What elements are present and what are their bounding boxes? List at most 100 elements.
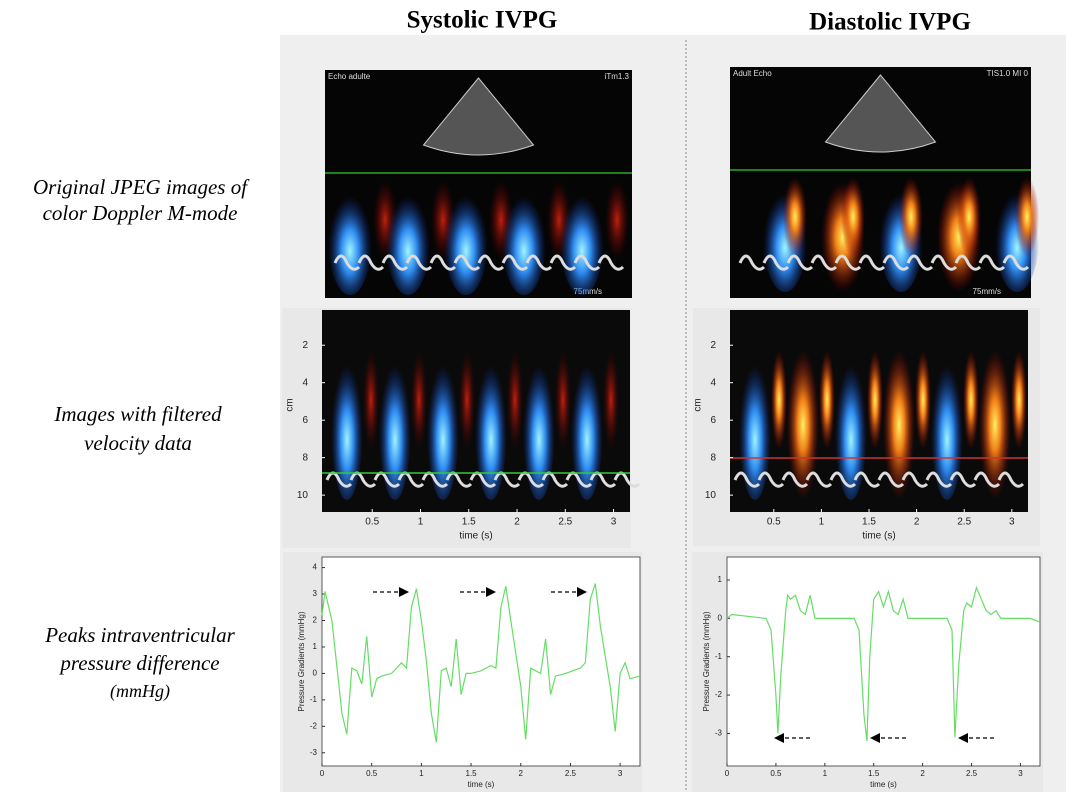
x-tick-label: 0 xyxy=(320,769,325,778)
wall-echo xyxy=(949,471,977,488)
y-axis-label: Pressure Gradients (mmHg) xyxy=(702,611,711,711)
wall-echo xyxy=(525,254,553,271)
wall-echo xyxy=(738,254,766,271)
y-tick-label: -1 xyxy=(310,695,318,704)
wall-echo xyxy=(397,471,425,488)
wall-echo xyxy=(477,254,505,271)
doppler-blob xyxy=(328,185,372,295)
wall-echo xyxy=(501,254,529,271)
wall-echo xyxy=(901,471,929,488)
echo-label: Echo adulte xyxy=(328,72,371,81)
wall-echo xyxy=(853,471,881,488)
y-tick-label: 6 xyxy=(302,415,308,426)
x-tick-label: 0.5 xyxy=(767,517,781,528)
wall-echo xyxy=(906,254,934,271)
row-label: velocity data xyxy=(84,431,192,455)
doppler-blob xyxy=(571,350,603,500)
x-tick-label: 1 xyxy=(418,517,424,528)
wall-echo xyxy=(333,254,361,271)
x-tick-label: 0.5 xyxy=(770,769,782,778)
x-tick-label: 2 xyxy=(514,517,520,528)
wall-echo xyxy=(762,254,790,271)
wall-echo xyxy=(325,471,353,488)
wall-echo xyxy=(597,254,625,271)
y-tick-label: -3 xyxy=(715,729,723,738)
doppler-blob xyxy=(560,185,604,295)
echo-sector xyxy=(422,77,535,156)
doppler-blob xyxy=(411,350,427,450)
y-tick-label: 10 xyxy=(705,490,717,501)
y-tick-label: 1 xyxy=(313,642,318,651)
wall-echo xyxy=(421,471,449,488)
wall-echo xyxy=(613,471,641,488)
doppler-blob xyxy=(459,350,475,450)
arrow-head xyxy=(399,587,409,597)
doppler-blob xyxy=(603,350,619,450)
y-tick-label: 3 xyxy=(313,589,318,598)
echo-label: TIS1.0 MI 0 xyxy=(987,69,1029,78)
row-label: color Doppler M-mode xyxy=(43,201,238,225)
doppler-blob xyxy=(555,350,571,450)
arrow-head xyxy=(958,733,968,743)
doppler-blob xyxy=(475,350,507,500)
doppler-blob xyxy=(1015,177,1039,257)
x-axis-label: time (s) xyxy=(468,780,495,789)
y-tick-label: -2 xyxy=(715,690,723,699)
wall-echo xyxy=(973,471,1001,488)
wall-echo xyxy=(453,254,481,271)
wall-echo xyxy=(349,471,377,488)
doppler-blob xyxy=(739,350,771,500)
doppler-blob xyxy=(363,350,379,450)
arrow-head xyxy=(577,587,587,597)
row-label: pressure difference xyxy=(58,651,219,675)
doppler-blob xyxy=(783,177,807,257)
pressure-line xyxy=(321,583,641,743)
arrow-head xyxy=(870,733,880,743)
wall-echo xyxy=(549,254,577,271)
y-tick-label: 8 xyxy=(302,452,308,463)
y-tick-label: 4 xyxy=(302,377,308,388)
y-tick-label: 6 xyxy=(710,415,716,426)
y-tick-label: -3 xyxy=(310,748,318,757)
x-tick-label: 2.5 xyxy=(966,769,978,778)
x-tick-label: 1.5 xyxy=(868,769,880,778)
column-title: Diastolic IVPG xyxy=(809,9,971,36)
doppler-blob xyxy=(841,177,865,257)
wall-echo xyxy=(1002,254,1030,271)
wall-echo xyxy=(357,254,385,271)
wall-echo xyxy=(786,254,814,271)
arrow-head xyxy=(774,733,784,743)
wall-echo xyxy=(834,254,862,271)
y-tick-label: -1 xyxy=(715,652,723,661)
doppler-blob xyxy=(963,350,979,450)
doppler-blob xyxy=(502,185,546,295)
x-axis-label: time (s) xyxy=(862,531,895,542)
y-tick-label: 2 xyxy=(302,340,308,351)
doppler-blob xyxy=(835,350,867,500)
x-tick-label: 2.5 xyxy=(957,517,971,528)
x-tick-label: 1.5 xyxy=(862,517,876,528)
doppler-blob xyxy=(1011,350,1027,450)
wall-echo xyxy=(429,254,457,271)
y-tick-label: 0 xyxy=(313,669,318,678)
doppler-blob xyxy=(979,350,1011,500)
x-tick-label: 0.5 xyxy=(365,517,379,528)
x-tick-label: 3 xyxy=(1018,769,1023,778)
y-tick-label: 4 xyxy=(313,563,318,572)
x-tick-label: 2 xyxy=(920,769,925,778)
wall-echo xyxy=(565,471,593,488)
doppler-blob xyxy=(523,350,555,500)
x-axis-label: time (s) xyxy=(870,780,897,789)
doppler-blob xyxy=(867,350,883,450)
echo-label: 75mm/s xyxy=(973,287,1001,296)
x-tick-label: 1 xyxy=(823,769,828,778)
wall-echo xyxy=(858,254,886,271)
column-title: Systolic IVPG xyxy=(407,7,558,34)
echo-label: Adult Echo xyxy=(733,69,772,78)
x-tick-label: 2 xyxy=(519,769,524,778)
y-axis-label: cm xyxy=(285,398,296,411)
doppler-blob xyxy=(444,185,488,295)
row-label: Peaks intraventricular xyxy=(44,623,235,647)
doppler-blob xyxy=(331,350,363,500)
